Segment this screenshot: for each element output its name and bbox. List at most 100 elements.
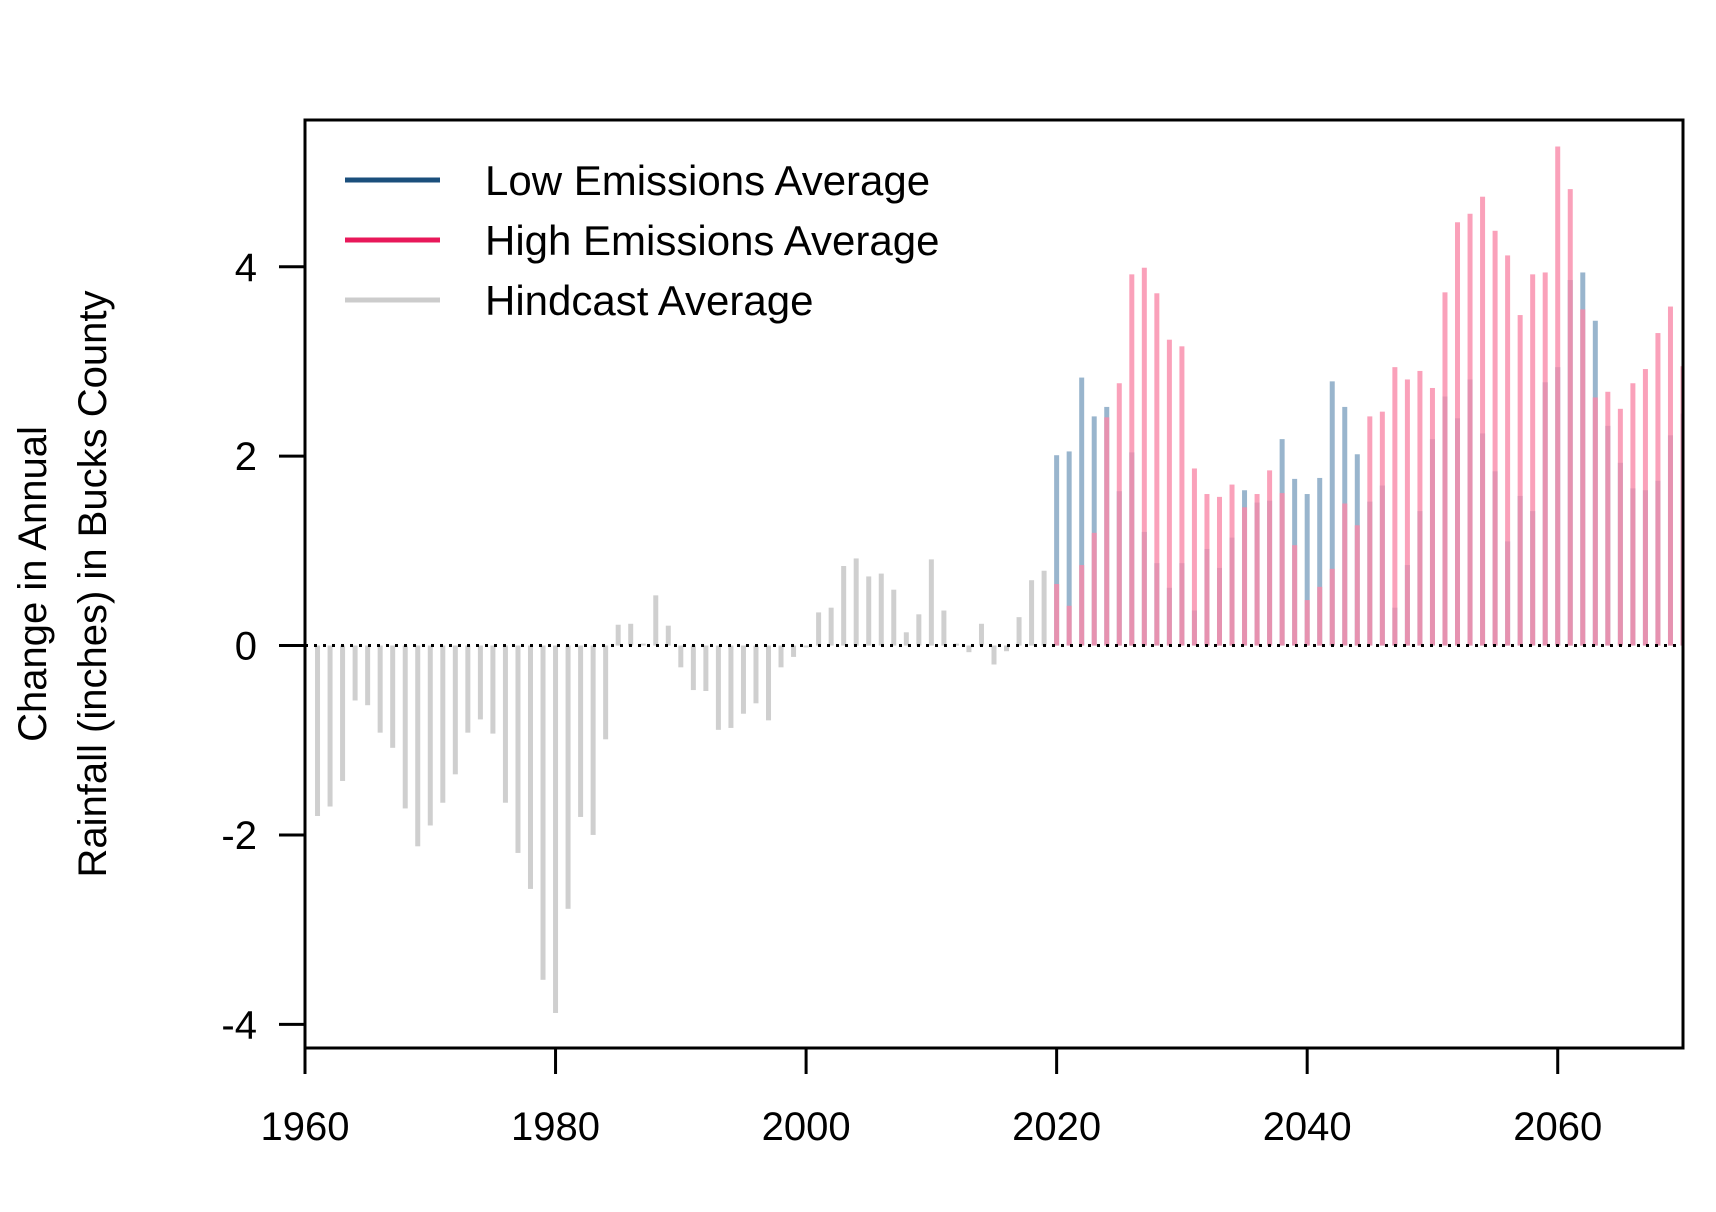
bar-hindcast-average-1966 <box>377 645 383 733</box>
bar-hindcast-average-2008 <box>903 632 909 646</box>
bar-hindcast-average-2013 <box>966 645 972 653</box>
bar-high-emissions-average-2047 <box>1392 367 1398 646</box>
x-tick-label: 2020 <box>1012 1105 1101 1149</box>
bar-low-emissions-average-2040 <box>1304 494 1310 646</box>
x-tick-label: 2000 <box>762 1105 851 1149</box>
bar-high-emissions-average-2038 <box>1279 493 1285 646</box>
legend-label: High Emissions Average <box>485 217 939 264</box>
bar-hindcast-average-1990 <box>678 645 684 668</box>
bar-hindcast-average-2005 <box>866 576 872 646</box>
bar-high-emissions-average-2068 <box>1655 333 1661 646</box>
bar-high-emissions-average-2059 <box>1542 272 1548 646</box>
bar-hindcast-average-1981 <box>565 645 571 909</box>
bar-low-emissions-average-2020 <box>1054 455 1060 646</box>
plot-frame <box>303 118 1685 1050</box>
bar-hindcast-average-1998 <box>778 645 784 668</box>
bar-high-emissions-average-2033 <box>1216 496 1222 646</box>
bar-hindcast-average-1967 <box>390 645 396 748</box>
bar-hindcast-average-1971 <box>440 645 446 803</box>
bar-high-emissions-average-2031 <box>1191 468 1197 646</box>
bar-hindcast-average-1965 <box>365 645 371 706</box>
legend-label: Hindcast Average <box>485 277 813 324</box>
bar-high-emissions-average-2034 <box>1229 484 1235 646</box>
bar-high-emissions-average-2026 <box>1129 274 1135 646</box>
bar-hindcast-average-1980 <box>553 645 559 1013</box>
bar-hindcast-average-1978 <box>527 645 533 889</box>
bar-high-emissions-average-2021 <box>1066 605 1072 646</box>
bar-high-emissions-average-2053 <box>1467 213 1473 646</box>
bar-hindcast-average-1996 <box>753 645 759 704</box>
bar-hindcast-average-1975 <box>490 645 496 734</box>
bar-high-emissions-average-2032 <box>1204 494 1210 646</box>
bar-high-emissions-average-2054 <box>1480 196 1486 646</box>
bar-high-emissions-average-2069 <box>1667 306 1673 646</box>
bar-high-emissions-average-2051 <box>1442 292 1448 646</box>
bar-high-emissions-average-2046 <box>1379 411 1385 646</box>
bar-high-emissions-average-2043 <box>1342 503 1348 646</box>
bar-hindcast-average-1977 <box>515 645 521 853</box>
bar-high-emissions-average-2055 <box>1492 230 1498 646</box>
bar-hindcast-average-1961 <box>315 645 321 816</box>
bar-high-emissions-average-2030 <box>1179 346 1185 646</box>
bar-high-emissions-average-2027 <box>1141 267 1147 646</box>
bar-hindcast-average-2001 <box>816 612 822 646</box>
bar-hindcast-average-1974 <box>477 645 483 720</box>
bar-high-emissions-average-2060 <box>1555 146 1561 646</box>
bar-hindcast-average-2004 <box>853 558 859 646</box>
bar-high-emissions-average-2064 <box>1605 391 1611 646</box>
x-tick-label: 2060 <box>1513 1105 1602 1149</box>
bar-hindcast-average-1995 <box>740 645 746 714</box>
bar-hindcast-average-2014 <box>978 623 984 646</box>
bar-high-emissions-average-2048 <box>1404 379 1410 646</box>
bar-low-emissions-average-2021 <box>1066 451 1072 646</box>
y-axis-title-line-2: Rainfall (inches) in Bucks County <box>71 291 115 878</box>
bar-high-emissions-average-2029 <box>1166 339 1172 646</box>
y-axis-title-line-1: Change in Annual <box>11 426 55 742</box>
x-tick-label: 2040 <box>1263 1105 1352 1149</box>
bar-hindcast-average-2000 <box>803 645 809 648</box>
bar-high-emissions-average-2022 <box>1079 565 1085 646</box>
bar-high-emissions-average-2023 <box>1091 532 1097 646</box>
bar-high-emissions-average-2066 <box>1630 383 1636 646</box>
bar-hindcast-average-1988 <box>653 595 659 646</box>
bar-high-emissions-average-2050 <box>1429 387 1435 646</box>
bar-hindcast-average-1993 <box>715 645 721 730</box>
y-tick-label: 0 <box>235 625 257 669</box>
bar-high-emissions-average-2028 <box>1154 293 1160 646</box>
bar-hindcast-average-2015 <box>991 645 997 665</box>
bar-low-emissions-average-2023 <box>1091 416 1097 646</box>
bar-high-emissions-average-2056 <box>1505 255 1511 646</box>
bar-hindcast-average-1962 <box>327 645 333 807</box>
bar-low-emissions-average-2041 <box>1317 477 1323 646</box>
bar-hindcast-average-1991 <box>690 645 696 691</box>
bar-hindcast-average-2009 <box>916 614 922 646</box>
bar-hindcast-average-1992 <box>703 645 709 692</box>
bar-high-emissions-average-2057 <box>1517 315 1523 646</box>
bar-hindcast-average-2010 <box>928 559 934 646</box>
x-tick-label: 1980 <box>511 1105 600 1149</box>
bar-high-emissions-average-2037 <box>1267 470 1273 646</box>
bar-hindcast-average-1982 <box>578 645 584 817</box>
y-tick-label: 2 <box>235 435 257 479</box>
y-tick-label: -2 <box>221 814 257 858</box>
bar-high-emissions-average-2036 <box>1254 494 1260 646</box>
bar-hindcast-average-1999 <box>791 645 797 657</box>
bar-hindcast-average-1969 <box>415 645 421 847</box>
bar-hindcast-average-1963 <box>340 645 346 781</box>
bar-hindcast-average-2016 <box>1004 645 1010 652</box>
bar-high-emissions-average-2042 <box>1329 568 1335 646</box>
bar-high-emissions-average-2052 <box>1455 222 1461 646</box>
bar-hindcast-average-1983 <box>590 645 596 835</box>
y-tick-label: 4 <box>235 246 257 290</box>
bar-high-emissions-average-2045 <box>1367 416 1373 646</box>
bar-hindcast-average-2017 <box>1016 617 1022 646</box>
bar-high-emissions-average-2025 <box>1116 383 1122 646</box>
axes-layer: 1960 1980 2000 2020 2040 2060 -4 -2 0 2 4 <box>221 246 1602 1149</box>
bar-hindcast-average-1970 <box>427 645 433 826</box>
bar-high-emissions-average-2067 <box>1642 369 1648 646</box>
bar-high-emissions-average-2062 <box>1580 309 1586 646</box>
x-tick-label: 1960 <box>261 1105 350 1149</box>
bar-hindcast-average-1972 <box>452 645 458 775</box>
legend-label: Low Emissions Average <box>485 157 930 204</box>
bar-low-emissions-average-2042 <box>1329 381 1335 646</box>
